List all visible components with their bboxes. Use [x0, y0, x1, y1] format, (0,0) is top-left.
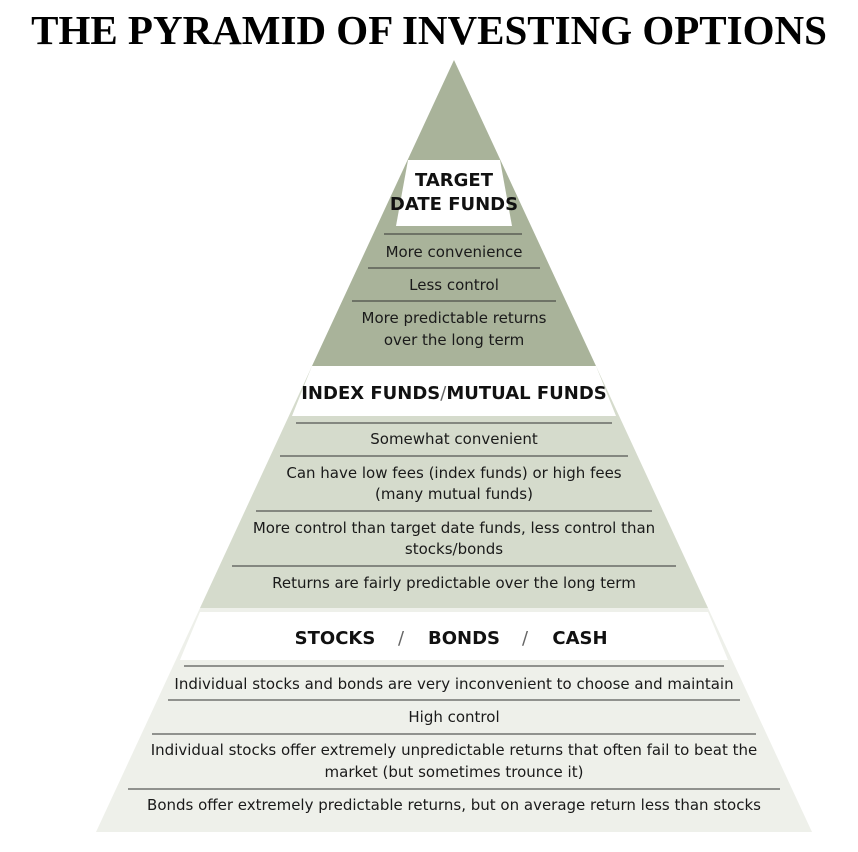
- tier-target-date-funds-item: Less control: [409, 276, 499, 294]
- tier-stocks-bonds-cash-item: market (but sometimes trounce it): [325, 763, 584, 781]
- tier-stocks-bonds-cash-item: High control: [408, 708, 499, 726]
- page-title: THE PYRAMID OF INVESTING OPTIONS: [31, 7, 827, 53]
- tier-index-mutual-funds-shape: [200, 366, 708, 608]
- tier-stocks-bonds-cash-heading-separator: /: [522, 628, 529, 649]
- tier-stocks-bonds-cash-item: Individual stocks and bonds are very inc…: [174, 675, 733, 693]
- tier-target-date-funds-item: over the long term: [384, 331, 524, 349]
- tier-stocks-bonds-cash-item: Individual stocks offer extremely unpred…: [151, 741, 758, 759]
- tier-index-mutual-funds-item: (many mutual funds): [375, 485, 533, 503]
- tier-target-date-funds-heading-band: [396, 160, 512, 226]
- tier-target-date-funds-item: More convenience: [386, 243, 523, 261]
- tier-stocks-bonds-cash-heading-bonds: BONDS: [428, 628, 500, 649]
- tier-index-mutual-funds-heading: INDEX FUNDS/MUTUAL FUNDS: [301, 383, 607, 404]
- tier-index-mutual-funds-item: Somewhat convenient: [370, 430, 538, 448]
- tier-index-mutual-funds-heading-band: [292, 366, 616, 416]
- tier-stocks-bonds-cash-shape: [96, 608, 812, 832]
- tier-index-mutual-funds-item: stocks/bonds: [405, 540, 503, 558]
- tier-target-date-funds-heading-line-1: TARGET: [415, 170, 494, 191]
- tier-index-mutual-funds-item: More control than target date funds, les…: [253, 519, 655, 537]
- tier-target-date-funds-item: More predictable returns: [362, 309, 547, 327]
- tier-stocks-bonds-cash-item: Bonds offer extremely predictable return…: [147, 796, 761, 814]
- tier-index-mutual-funds-item: Returns are fairly predictable over the …: [272, 574, 636, 592]
- tier-stocks-bonds-cash-heading-cash: CASH: [552, 628, 607, 649]
- tier-stocks-bonds-cash-heading-separator: /: [398, 628, 405, 649]
- tier-index-mutual-funds-item: Can have low fees (index funds) or high …: [286, 464, 621, 482]
- tier-stocks-bonds-cash-heading-band: [180, 612, 728, 660]
- tier-stocks-bonds-cash-heading-stocks: STOCKS: [295, 628, 376, 649]
- tier-target-date-funds-heading-line-2: DATE FUNDS: [390, 194, 518, 215]
